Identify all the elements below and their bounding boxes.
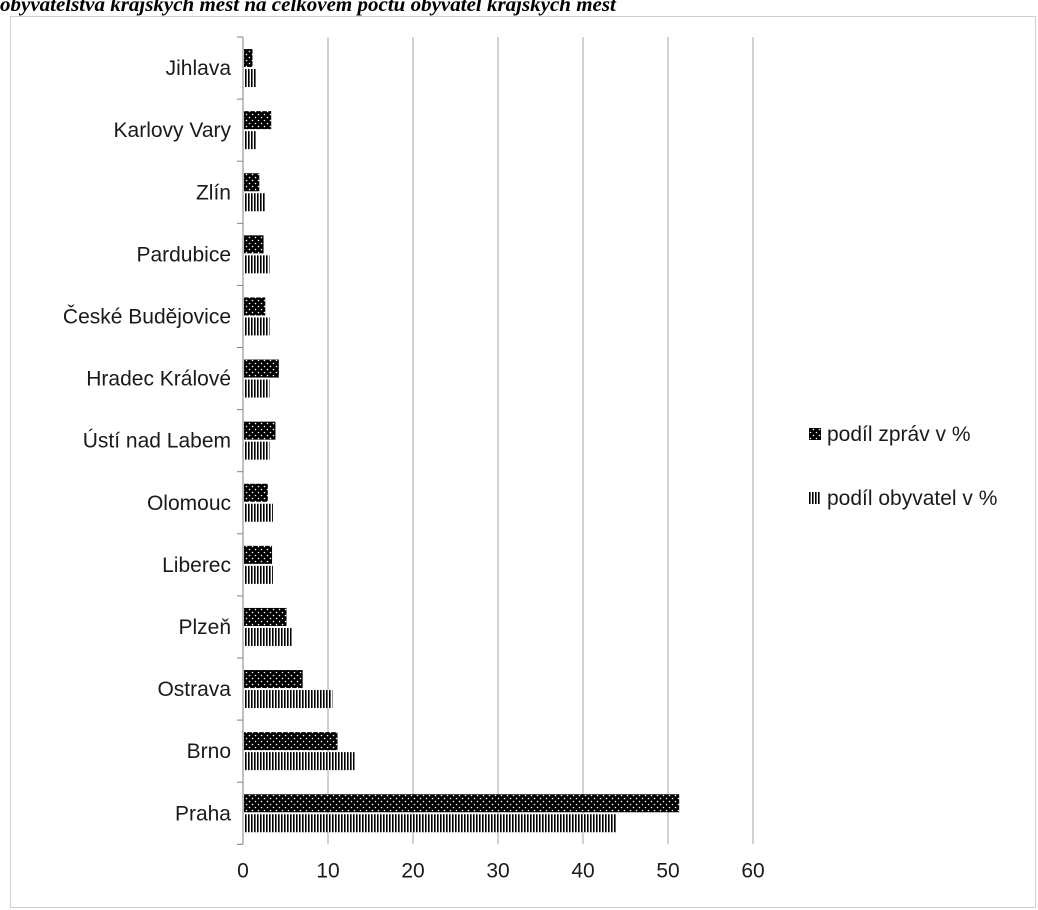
bars	[244, 49, 680, 833]
bar-population	[244, 379, 270, 398]
bar-messages	[244, 235, 264, 254]
x-tick-label: 60	[741, 859, 764, 882]
bar-population	[244, 690, 333, 709]
x-tick-labels: 0 10 20 30 40 50 60	[237, 859, 765, 882]
bar-population	[244, 255, 270, 274]
chart-title: obyvatelstva krajských měst na celkovém …	[0, 0, 616, 16]
x-tick-label: 50	[656, 859, 679, 882]
category-label: Plzeň	[178, 616, 231, 639]
category-label: Olomouc	[147, 492, 231, 515]
bar-messages	[244, 49, 253, 68]
bar-messages	[244, 794, 680, 813]
bar-population	[244, 814, 617, 833]
bar-chart: Jihlava Karlovy Vary Zlín Pardubice České Bu…	[63, 36, 997, 882]
bar-population	[244, 752, 355, 771]
x-tick-label: 30	[486, 859, 509, 882]
bar-messages	[244, 545, 273, 564]
legend-swatch	[809, 492, 821, 504]
bar-population	[244, 131, 256, 150]
category-label: Praha	[175, 802, 231, 825]
category-label: Zlín	[196, 181, 231, 204]
bar-messages	[244, 173, 260, 192]
category-label: Jihlava	[166, 57, 232, 80]
category-labels: Jihlava Karlovy Vary Zlín Pardubice České Bu…	[63, 57, 232, 825]
category-label: Karlovy Vary	[114, 119, 232, 142]
bar-messages	[244, 732, 338, 751]
legend: podíl zpráv v % podíl obyvatel v %	[809, 423, 997, 510]
x-tick-label: 20	[401, 859, 424, 882]
category-label: Liberec	[162, 554, 231, 577]
category-label: České Budějovice	[63, 305, 231, 328]
bar-messages	[244, 670, 303, 689]
legend-swatch	[809, 428, 821, 440]
bar-messages	[244, 483, 268, 502]
axis	[237, 36, 244, 845]
bar-population	[244, 317, 270, 336]
legend-label: podíl zpráv v %	[827, 423, 971, 446]
bar-messages	[244, 111, 272, 130]
category-label: Ostrava	[157, 678, 231, 701]
chart-frame: Jihlava Karlovy Vary Zlín Pardubice České Bu…	[10, 16, 1036, 908]
x-tick-label: 40	[571, 859, 594, 882]
bar-messages	[244, 359, 279, 378]
bar-messages	[244, 607, 287, 626]
bar-population	[244, 69, 256, 88]
category-label: Ústí nad Labem	[83, 430, 231, 453]
bar-population	[244, 441, 270, 460]
x-tick-label: 0	[237, 859, 249, 882]
bar-population	[244, 565, 273, 584]
bar-messages	[244, 421, 276, 440]
legend-label: podíl obyvatel v %	[827, 487, 997, 510]
category-label: Pardubice	[136, 243, 231, 266]
category-label: Brno	[187, 740, 231, 763]
gridlines	[327, 37, 754, 845]
bar-messages	[244, 297, 266, 316]
bar-population	[244, 503, 273, 522]
category-label: Hradec Králové	[86, 368, 231, 391]
bar-population	[244, 193, 266, 212]
x-tick-label: 10	[316, 859, 339, 882]
bar-population	[244, 627, 292, 646]
